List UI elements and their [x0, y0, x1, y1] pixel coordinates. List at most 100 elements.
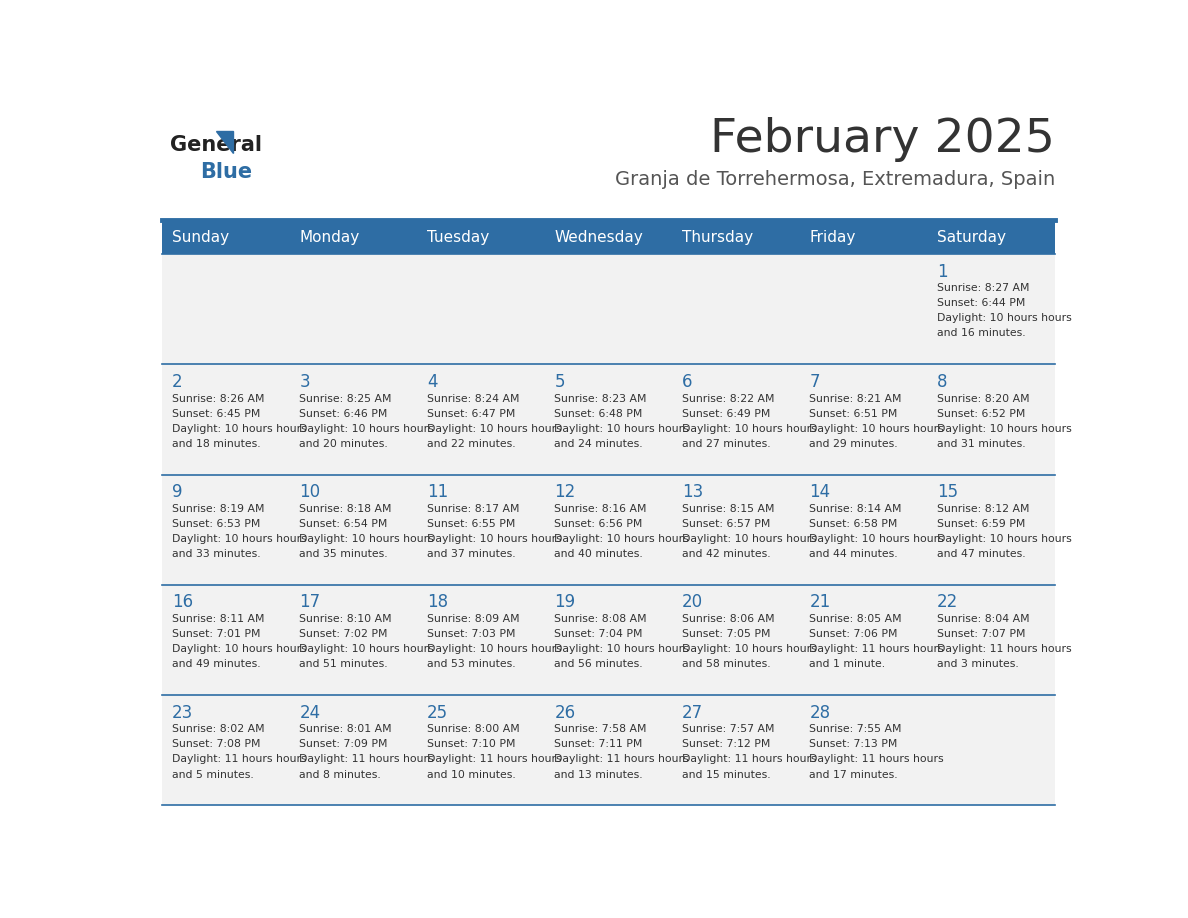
Text: Sunrise: 8:25 AM: Sunrise: 8:25 AM [299, 394, 392, 404]
Bar [163, 475, 1055, 585]
Text: Daylight: 11 hours hours: Daylight: 11 hours hours [555, 755, 689, 765]
Text: Monday: Monday [299, 230, 360, 245]
Text: Daylight: 10 hours hours: Daylight: 10 hours hours [426, 644, 562, 655]
Text: 22: 22 [937, 593, 959, 611]
Text: and 18 minutes.: and 18 minutes. [172, 439, 260, 449]
Text: 8: 8 [937, 373, 948, 391]
Text: and 33 minutes.: and 33 minutes. [172, 549, 260, 559]
Text: Sunrise: 8:11 AM: Sunrise: 8:11 AM [172, 614, 264, 624]
Bar [163, 585, 1055, 695]
Text: 9: 9 [172, 483, 182, 501]
Text: Sunset: 6:54 PM: Sunset: 6:54 PM [299, 519, 387, 529]
Text: Granja de Torrehermosa, Extremadura, Spain: Granja de Torrehermosa, Extremadura, Spa… [615, 170, 1055, 189]
Text: 21: 21 [809, 593, 830, 611]
Text: and 37 minutes.: and 37 minutes. [426, 549, 516, 559]
Text: Sunset: 6:52 PM: Sunset: 6:52 PM [937, 409, 1025, 419]
Text: 12: 12 [555, 483, 576, 501]
Text: Daylight: 10 hours hours: Daylight: 10 hours hours [172, 424, 307, 433]
Text: Sunday: Sunday [172, 230, 229, 245]
Text: February 2025: February 2025 [710, 117, 1055, 162]
Text: Daylight: 10 hours hours: Daylight: 10 hours hours [937, 313, 1072, 323]
Text: Sunrise: 8:08 AM: Sunrise: 8:08 AM [555, 614, 647, 624]
Text: Daylight: 11 hours hours: Daylight: 11 hours hours [809, 644, 944, 655]
Text: 6: 6 [682, 373, 693, 391]
Text: 4: 4 [426, 373, 437, 391]
Text: and 10 minutes.: and 10 minutes. [426, 769, 516, 779]
Text: and 8 minutes.: and 8 minutes. [299, 769, 381, 779]
Text: 20: 20 [682, 593, 703, 611]
Text: General: General [170, 135, 263, 155]
Text: Saturday: Saturday [937, 230, 1006, 245]
Text: Sunset: 6:48 PM: Sunset: 6:48 PM [555, 409, 643, 419]
Text: Sunset: 7:11 PM: Sunset: 7:11 PM [555, 740, 643, 749]
Text: Sunset: 7:08 PM: Sunset: 7:08 PM [172, 740, 260, 749]
Text: Sunset: 6:46 PM: Sunset: 6:46 PM [299, 409, 387, 419]
Text: and 53 minutes.: and 53 minutes. [426, 659, 516, 669]
Text: and 51 minutes.: and 51 minutes. [299, 659, 388, 669]
Text: Sunset: 7:13 PM: Sunset: 7:13 PM [809, 740, 898, 749]
Text: Sunrise: 8:06 AM: Sunrise: 8:06 AM [682, 614, 775, 624]
Text: and 31 minutes.: and 31 minutes. [937, 439, 1025, 449]
Text: Sunset: 6:51 PM: Sunset: 6:51 PM [809, 409, 898, 419]
Text: and 56 minutes.: and 56 minutes. [555, 659, 643, 669]
Text: Sunset: 6:56 PM: Sunset: 6:56 PM [555, 519, 643, 529]
Text: Sunset: 6:47 PM: Sunset: 6:47 PM [426, 409, 516, 419]
Text: Friday: Friday [809, 230, 855, 245]
Text: Daylight: 10 hours hours: Daylight: 10 hours hours [426, 534, 562, 544]
Text: Sunset: 7:07 PM: Sunset: 7:07 PM [937, 629, 1025, 639]
Text: Daylight: 10 hours hours: Daylight: 10 hours hours [299, 644, 434, 655]
Text: Daylight: 10 hours hours: Daylight: 10 hours hours [172, 644, 307, 655]
Text: Daylight: 10 hours hours: Daylight: 10 hours hours [682, 644, 816, 655]
Text: Daylight: 10 hours hours: Daylight: 10 hours hours [555, 644, 689, 655]
Text: Daylight: 10 hours hours: Daylight: 10 hours hours [809, 424, 944, 433]
Text: Sunrise: 8:00 AM: Sunrise: 8:00 AM [426, 724, 519, 734]
Text: 1: 1 [937, 263, 948, 281]
Text: Sunset: 6:44 PM: Sunset: 6:44 PM [937, 298, 1025, 308]
Text: Daylight: 10 hours hours: Daylight: 10 hours hours [937, 424, 1072, 433]
Text: Daylight: 10 hours hours: Daylight: 10 hours hours [682, 534, 816, 544]
Text: Daylight: 11 hours hours: Daylight: 11 hours hours [809, 755, 944, 765]
Bar [163, 364, 1055, 475]
Text: and 27 minutes.: and 27 minutes. [682, 439, 771, 449]
Text: Sunrise: 8:24 AM: Sunrise: 8:24 AM [426, 394, 519, 404]
Text: Daylight: 10 hours hours: Daylight: 10 hours hours [937, 534, 1072, 544]
Text: and 35 minutes.: and 35 minutes. [299, 549, 388, 559]
Text: 27: 27 [682, 704, 703, 722]
Text: 25: 25 [426, 704, 448, 722]
Text: Sunset: 7:04 PM: Sunset: 7:04 PM [555, 629, 643, 639]
Text: and 49 minutes.: and 49 minutes. [172, 659, 260, 669]
Text: Daylight: 10 hours hours: Daylight: 10 hours hours [555, 534, 689, 544]
Text: Daylight: 10 hours hours: Daylight: 10 hours hours [809, 534, 944, 544]
Text: Daylight: 11 hours hours: Daylight: 11 hours hours [172, 755, 307, 765]
Text: Sunrise: 8:15 AM: Sunrise: 8:15 AM [682, 504, 775, 514]
Text: and 22 minutes.: and 22 minutes. [426, 439, 516, 449]
Bar [163, 254, 1055, 364]
Text: and 3 minutes.: and 3 minutes. [937, 659, 1019, 669]
Text: and 40 minutes.: and 40 minutes. [555, 549, 643, 559]
Text: Blue: Blue [200, 162, 252, 182]
Text: Daylight: 11 hours hours: Daylight: 11 hours hours [299, 755, 434, 765]
Text: Sunrise: 7:55 AM: Sunrise: 7:55 AM [809, 724, 902, 734]
Text: 5: 5 [555, 373, 564, 391]
Text: 18: 18 [426, 593, 448, 611]
Text: Sunrise: 8:17 AM: Sunrise: 8:17 AM [426, 504, 519, 514]
Text: Sunrise: 8:19 AM: Sunrise: 8:19 AM [172, 504, 264, 514]
Text: and 24 minutes.: and 24 minutes. [555, 439, 643, 449]
Text: Sunrise: 8:27 AM: Sunrise: 8:27 AM [937, 284, 1030, 294]
Text: Daylight: 10 hours hours: Daylight: 10 hours hours [555, 424, 689, 433]
Text: Daylight: 10 hours hours: Daylight: 10 hours hours [426, 424, 562, 433]
Text: Sunrise: 8:23 AM: Sunrise: 8:23 AM [555, 394, 647, 404]
Text: and 15 minutes.: and 15 minutes. [682, 769, 771, 779]
Bar [163, 222, 1055, 254]
Text: Sunrise: 8:05 AM: Sunrise: 8:05 AM [809, 614, 902, 624]
Text: Sunrise: 7:57 AM: Sunrise: 7:57 AM [682, 724, 775, 734]
Text: Sunrise: 8:01 AM: Sunrise: 8:01 AM [299, 724, 392, 734]
Text: Daylight: 10 hours hours: Daylight: 10 hours hours [172, 534, 307, 544]
Text: Sunrise: 8:18 AM: Sunrise: 8:18 AM [299, 504, 392, 514]
Text: Sunset: 6:55 PM: Sunset: 6:55 PM [426, 519, 516, 529]
Text: 23: 23 [172, 704, 192, 722]
Text: Sunset: 6:59 PM: Sunset: 6:59 PM [937, 519, 1025, 529]
Text: Sunset: 7:12 PM: Sunset: 7:12 PM [682, 740, 770, 749]
Text: Sunset: 7:01 PM: Sunset: 7:01 PM [172, 629, 260, 639]
Text: 14: 14 [809, 483, 830, 501]
